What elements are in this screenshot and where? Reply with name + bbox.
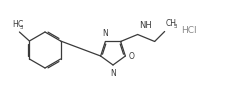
Text: CH: CH bbox=[165, 19, 176, 29]
Text: O: O bbox=[128, 52, 134, 61]
Text: N: N bbox=[102, 29, 108, 38]
Text: N: N bbox=[110, 68, 115, 77]
Text: 3: 3 bbox=[20, 25, 23, 29]
Text: 3: 3 bbox=[172, 25, 176, 29]
Text: H: H bbox=[13, 19, 18, 29]
Text: C: C bbox=[18, 19, 23, 29]
Text: HCl: HCl bbox=[180, 26, 196, 35]
Text: NH: NH bbox=[138, 22, 151, 30]
